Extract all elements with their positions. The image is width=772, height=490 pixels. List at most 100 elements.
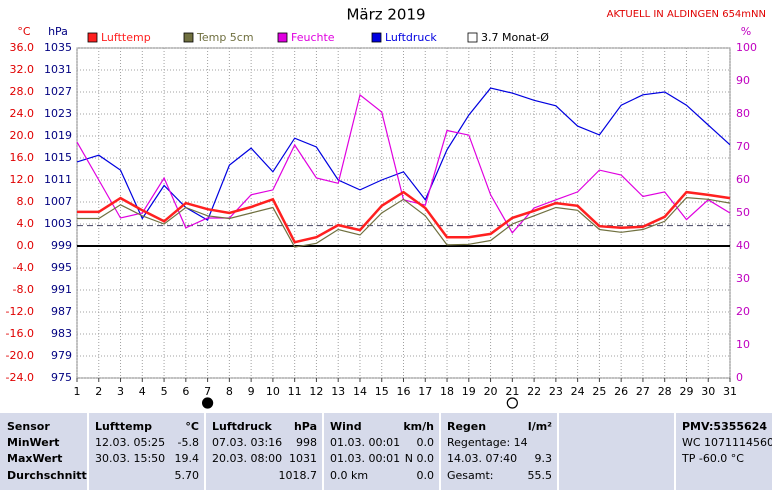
x-tick-label: 8: [226, 385, 233, 398]
x-tick-label: 20: [484, 385, 498, 398]
y-tick-label: 28.0: [10, 85, 35, 98]
table-cell: Regen: [447, 420, 486, 433]
table-cell: 01.03. 00:01: [330, 436, 400, 449]
x-tick-label: 15: [375, 385, 389, 398]
table-cell: MinWert: [7, 436, 59, 449]
x-tick-label: 3: [117, 385, 124, 398]
table-cell: 07.03. 03:16: [212, 436, 282, 449]
y-tick-label: 32.0: [10, 63, 35, 76]
table-cell: 0.0: [417, 436, 435, 449]
table-cell: Durchschnitt: [7, 469, 87, 482]
y2-tick-label: 1023: [44, 107, 72, 120]
y2-tick-label: 1031: [44, 63, 72, 76]
x-tick-label: 21: [505, 385, 519, 398]
moon-phase: [202, 397, 214, 409]
y-tick-label: 8.0: [17, 195, 35, 208]
x-tick-label: 18: [440, 385, 454, 398]
y3-unit: %: [741, 25, 751, 38]
x-tick-label: 7: [204, 385, 211, 398]
y-unit: °C: [17, 25, 31, 38]
legend-label: Feuchte: [291, 31, 335, 44]
y2-tick-label: 1019: [44, 129, 72, 142]
legend-swatch: [183, 32, 194, 43]
table-cell: 01.03. 00:01: [330, 452, 400, 465]
y2-tick-label: 999: [51, 239, 72, 252]
table-cell: 12.03. 05:25: [95, 436, 165, 449]
y2-tick-label: 1027: [44, 85, 72, 98]
x-tick-label: 11: [288, 385, 302, 398]
table-cell: WC 1071114560: [682, 436, 772, 449]
y-tick-label: -16.0: [6, 327, 34, 340]
table-cell: 19.4: [175, 452, 200, 465]
table-cell: Lufttemp: [95, 420, 152, 433]
y2-tick-label: 1015: [44, 151, 72, 164]
y-tick-label: 12.0: [10, 173, 35, 186]
table-cell: 30.03. 15:50: [95, 452, 165, 465]
y3-tick-label: 80: [736, 107, 750, 120]
y-tick-label: -24.0: [6, 371, 34, 384]
table-bg: [0, 413, 772, 490]
chart-subtitle: AKTUELL IN ALDINGEN 654mNN: [607, 9, 766, 20]
legend-swatch: [277, 32, 288, 43]
x-tick-label: 14: [353, 385, 367, 398]
table-cell: 0.0: [417, 469, 435, 482]
x-tick-label: 23: [549, 385, 563, 398]
x-tick-label: 1: [74, 385, 81, 398]
y2-tick-label: 979: [51, 349, 72, 362]
y3-tick-label: 0: [736, 371, 743, 384]
x-tick-label: 24: [571, 385, 585, 398]
y-tick-label: 16.0: [10, 151, 35, 164]
x-tick-label: 10: [266, 385, 280, 398]
y2-tick-label: 991: [51, 283, 72, 296]
y3-tick-label: 50: [736, 206, 750, 219]
x-tick-label: 13: [331, 385, 345, 398]
legend-label: Temp 5cm: [196, 31, 254, 44]
y-tick-label: 0.0: [17, 239, 35, 252]
x-tick-label: 6: [182, 385, 189, 398]
y2-tick-label: 995: [51, 261, 72, 274]
table-cell: TP -60.0 °C: [681, 452, 744, 465]
table-cell: km/h: [403, 420, 434, 433]
x-tick-label: 29: [679, 385, 693, 398]
table-cell: Sensor: [7, 420, 50, 433]
legend-label: Luftdruck: [385, 31, 437, 44]
x-tick-label: 26: [614, 385, 628, 398]
table-cell: 14.03. 07:40: [447, 452, 517, 465]
x-tick-label: 19: [462, 385, 476, 398]
x-tick-label: 4: [139, 385, 146, 398]
y3-tick-label: 20: [736, 305, 750, 318]
table-cell: 0.0 km: [330, 469, 368, 482]
y3-tick-label: 10: [736, 338, 750, 351]
y2-tick-label: 983: [51, 327, 72, 340]
legend-label: Lufttemp: [101, 31, 151, 44]
table-cell: 998: [296, 436, 317, 449]
y2-tick-label: 1007: [44, 195, 72, 208]
y2-tick-label: 975: [51, 371, 72, 384]
y3-tick-label: 40: [736, 239, 750, 252]
y3-tick-label: 90: [736, 74, 750, 87]
table-cell: 20.03. 08:00: [212, 452, 282, 465]
legend-swatch: [87, 32, 98, 43]
y2-unit: hPa: [48, 25, 68, 38]
x-tick-label: 16: [397, 385, 411, 398]
x-tick-label: 9: [248, 385, 255, 398]
table-cell: N 0.0: [405, 452, 434, 465]
chart-title: März 2019: [346, 6, 425, 24]
x-tick-label: 30: [701, 385, 715, 398]
y2-tick-label: 1003: [44, 217, 72, 230]
y2-tick-label: 1011: [44, 173, 72, 186]
y2-tick-label: 987: [51, 305, 72, 318]
table-cell: Gesamt:: [447, 469, 494, 482]
legend-label: 3.7 Monat-Ø: [481, 31, 549, 44]
table-cell: MaxWert: [7, 452, 62, 465]
x-tick-label: 31: [723, 385, 737, 398]
x-tick-label: 2: [95, 385, 102, 398]
x-tick-label: 12: [309, 385, 323, 398]
y-tick-label: 36.0: [10, 41, 35, 54]
table-cell: 1031: [289, 452, 317, 465]
y-tick-label: 20.0: [10, 129, 35, 142]
y2-tick-label: 1035: [44, 41, 72, 54]
x-tick-label: 17: [418, 385, 432, 398]
table-cell: l/m²: [528, 420, 552, 433]
y-tick-label: -20.0: [6, 349, 34, 362]
